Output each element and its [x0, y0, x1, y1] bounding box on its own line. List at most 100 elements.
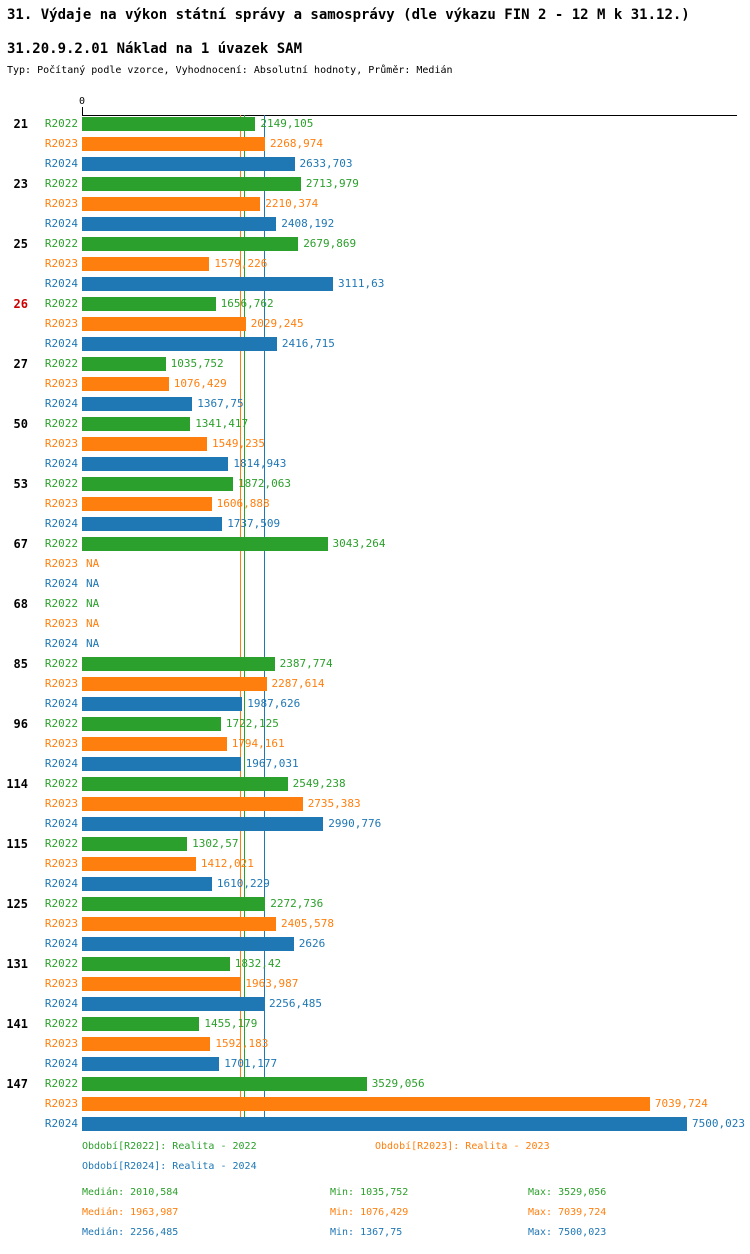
- value-label: NA: [86, 617, 100, 630]
- category-label-21: 21: [13, 117, 28, 131]
- bar-row-21-r2023: R2023 2268,974: [0, 137, 750, 157]
- value-label: 2713,979: [305, 177, 359, 190]
- value-label: NA: [86, 557, 100, 570]
- series-label: R2022: [44, 537, 78, 550]
- value-label: 2256,485: [269, 997, 322, 1010]
- value-label: 2416,715: [281, 337, 335, 350]
- value-label: 1610,229: [216, 877, 270, 890]
- bar-row-26-r2023: R2023 2029,245: [0, 317, 750, 337]
- category-label-68: 68: [13, 597, 28, 611]
- bar-115-r2022: [82, 837, 188, 851]
- value-label: 2679,869: [303, 237, 357, 250]
- series-label: R2022: [44, 357, 78, 370]
- bar-row-147-r2024: R2024 7500,023: [0, 1117, 750, 1137]
- bar-row-26-r2022: 26 R2022 1656,762: [0, 297, 750, 317]
- bar-row-125-r2022: 125 R2022 2272,736: [0, 897, 750, 917]
- value-label: NA: [86, 637, 100, 650]
- bar-row-68-r2024: R2024 NA: [0, 637, 750, 657]
- series-label: R2022: [44, 117, 78, 130]
- value-label: NA: [86, 597, 100, 610]
- value-label: 2387,774: [279, 657, 333, 670]
- bar-row-85-r2024: R2024 1987,626: [0, 697, 750, 717]
- value-label: 2408,192: [281, 217, 335, 230]
- value-label: 1035,752: [170, 357, 224, 370]
- value-label: 1814,943: [233, 457, 287, 470]
- category-label-27: 27: [13, 357, 28, 371]
- series-label: R2023: [44, 377, 78, 390]
- page-title: 31. Výdaje na výkon státní správy a samo…: [7, 7, 690, 23]
- stat-min-r2023: Min: 1076,429: [330, 1207, 409, 1218]
- bar-row-67-r2022: 67 R2022 3043,264: [0, 537, 750, 557]
- bar-141-r2024: [82, 1057, 220, 1071]
- bar-85-r2023: [82, 677, 267, 691]
- series-label: R2022: [44, 717, 78, 730]
- bar-50-r2023: [82, 437, 207, 451]
- value-label: 7039,724: [654, 1097, 708, 1110]
- bar-row-131-r2023: R2023 1963,987: [0, 977, 750, 997]
- value-label: 1367,75: [197, 397, 244, 410]
- bar-row-131-r2022: 131 R2022 1832,42: [0, 957, 750, 977]
- value-label: 7500,023: [692, 1117, 745, 1130]
- bar-row-96-r2023: R2023 1794,161: [0, 737, 750, 757]
- bar-row-25-r2022: 25 R2022 2679,869: [0, 237, 750, 257]
- series-label: R2023: [44, 317, 78, 330]
- bar-row-23-r2024: R2024 2408,192: [0, 217, 750, 237]
- bar-125-r2023: [82, 917, 276, 931]
- indicator-meta: Typ: Počítaný podle vzorce, Vyhodnocení:…: [7, 65, 453, 76]
- series-label: R2023: [44, 917, 78, 930]
- series-label: R2022: [44, 297, 78, 310]
- value-label: 1832,42: [234, 957, 282, 970]
- bar-row-96-r2024: R2024 1967,031: [0, 757, 750, 777]
- series-label: R2024: [44, 757, 78, 770]
- stat-max-r2024: Max: 7500,023: [528, 1227, 607, 1238]
- bar-row-50-r2024: R2024 1814,943: [0, 457, 750, 477]
- bar-row-27-r2022: 27 R2022 1035,752: [0, 357, 750, 377]
- series-label: R2024: [44, 337, 78, 350]
- category-label-114: 114: [6, 777, 28, 791]
- series-label: R2023: [44, 617, 78, 630]
- category-label-147: 147: [6, 1077, 28, 1091]
- bar-67-r2022: [82, 537, 328, 551]
- value-label: 2990,776: [328, 817, 382, 830]
- bar-row-114-r2023: R2023 2735,383: [0, 797, 750, 817]
- bar-row-53-r2023: R2023 1606,888: [0, 497, 750, 517]
- value-label: 1967,031: [245, 757, 299, 770]
- bar-131-r2023: [82, 977, 241, 991]
- bar-row-114-r2024: R2024 2990,776: [0, 817, 750, 837]
- stat-max-r2023: Max: 7039,724: [528, 1207, 607, 1218]
- series-label: R2023: [44, 437, 78, 450]
- value-label: 1455,179: [204, 1017, 258, 1030]
- bar-row-67-r2024: R2024 NA: [0, 577, 750, 597]
- category-label-96: 96: [13, 717, 28, 731]
- value-label: NA: [86, 577, 100, 590]
- value-label: 2029,245: [250, 317, 304, 330]
- category-label-25: 25: [13, 237, 28, 251]
- category-label-53: 53: [13, 477, 28, 491]
- value-label: 3111,63: [338, 277, 385, 290]
- bar-row-141-r2023: R2023 1592,183: [0, 1037, 750, 1057]
- bar-114-r2023: [82, 797, 303, 811]
- value-label: 1872,063: [238, 477, 291, 490]
- series-label: R2024: [44, 277, 78, 290]
- category-label-115: 115: [6, 837, 28, 851]
- bar-96-r2023: [82, 737, 227, 751]
- series-label: R2023: [44, 1037, 78, 1050]
- series-label: R2023: [44, 257, 78, 270]
- series-label: R2023: [44, 557, 78, 570]
- legend-r2022: Období[R2022]: Realita - 2022: [82, 1141, 257, 1152]
- value-label: 1302,57: [192, 837, 239, 850]
- value-label: 2633,703: [299, 157, 353, 170]
- stat-median-r2024: Medián: 2256,485: [82, 1227, 179, 1238]
- series-label: R2022: [44, 657, 78, 670]
- bar-23-r2023: [82, 197, 261, 211]
- bar-53-r2023: [82, 497, 212, 511]
- category-label-26: 26: [13, 297, 28, 311]
- value-label: 1592,183: [215, 1037, 269, 1050]
- bar-row-131-r2024: R2024 2256,485: [0, 997, 750, 1017]
- bar-27-r2023: [82, 377, 169, 391]
- series-label: R2024: [44, 877, 78, 890]
- bar-row-115-r2022: 115 R2022 1302,57: [0, 837, 750, 857]
- series-label: R2024: [44, 457, 78, 470]
- bar-125-r2022: [82, 897, 266, 911]
- series-label: R2022: [44, 1017, 78, 1030]
